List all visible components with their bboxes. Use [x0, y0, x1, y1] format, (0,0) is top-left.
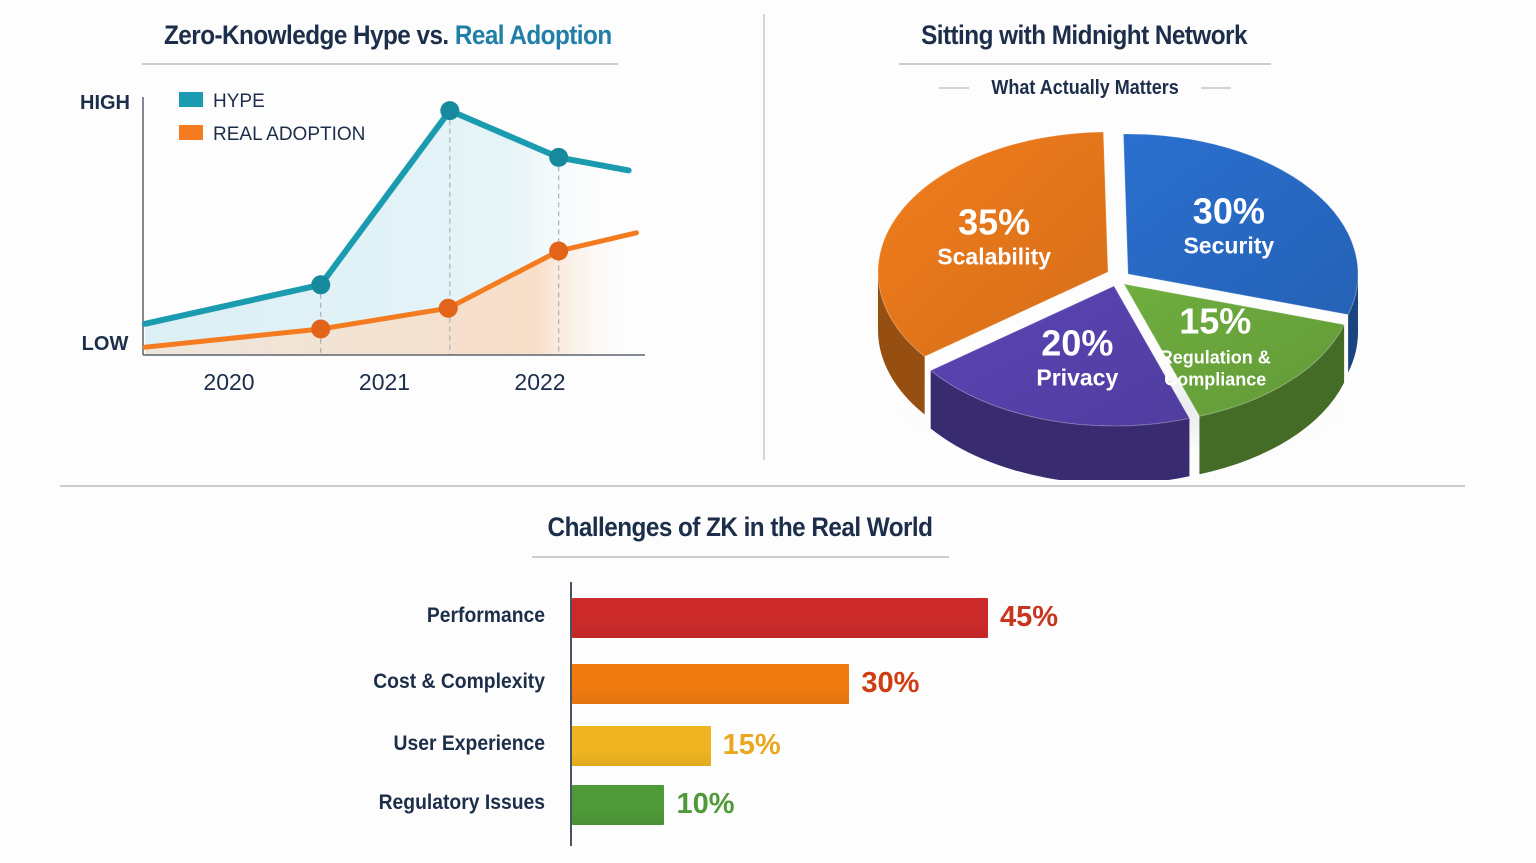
- pie-side-security: [1348, 274, 1358, 373]
- bar: [572, 598, 988, 638]
- legend-swatch-hype: [179, 92, 203, 107]
- line-chart-title-accent: Real Adoption: [454, 20, 612, 50]
- data-point-adoption: [311, 319, 331, 339]
- pie-value-scalability: 35%: [958, 201, 1030, 242]
- line-chart-title: Zero-Knowledge Hype vs. Real Adoption: [164, 20, 612, 51]
- bar-category-label: Regulatory Issues: [378, 791, 545, 814]
- bar: [572, 785, 665, 825]
- pie-value-regulation-compliance: 15%: [1179, 300, 1251, 341]
- bar-chart-title: Challenges of ZK in the Real World: [547, 512, 933, 542]
- pie-label-regulation-compliance: Compliance: [1164, 369, 1266, 389]
- pie-chart-title: Sitting with Midnight Network: [921, 20, 1247, 50]
- bar-axis: [570, 582, 572, 846]
- bar-category-label: Performance: [426, 604, 545, 627]
- data-point-hype: [311, 275, 331, 295]
- y-tick-label-high: HIGH: [80, 92, 130, 114]
- x-tick-label: 2020: [203, 369, 254, 395]
- line-chart-title-main: Zero-Knowledge Hype vs.: [164, 20, 449, 50]
- pie-value-privacy: 20%: [1041, 323, 1113, 364]
- pie-label-security: Security: [1183, 233, 1274, 259]
- pie-slice-regulation-compliance: [1123, 283, 1345, 417]
- pie-chart-subtitle: What Actually Matters: [991, 76, 1179, 99]
- bar-chart-title-underline: [532, 556, 949, 558]
- data-point-hype: [440, 101, 460, 121]
- subtitle-dash-left: [938, 87, 969, 89]
- bar: [572, 726, 711, 766]
- pie-side-scalability: [878, 272, 925, 415]
- data-point-hype: [549, 147, 569, 167]
- pie-slice-scalability: [877, 131, 1109, 358]
- pie-label-regulation-compliance: Regulation &: [1160, 347, 1271, 367]
- horizontal-divider: [60, 485, 1465, 487]
- bar-value-label: 10%: [676, 788, 735, 820]
- pie-subtitle-row: What Actually Matters: [930, 74, 1240, 102]
- pie-side-privacy: [930, 370, 1190, 480]
- x-tick-label: 2021: [359, 369, 410, 395]
- pie-value-security: 30%: [1193, 191, 1265, 232]
- pie-slice-privacy: [929, 285, 1191, 427]
- bar: [572, 664, 850, 704]
- bar-value-label: 45%: [1000, 601, 1059, 633]
- y-tick-label-low: LOW: [82, 333, 129, 355]
- legend-swatch-adoption: [179, 125, 203, 140]
- area-fill-adoption: [145, 232, 637, 355]
- pie-slice-security: [1122, 133, 1359, 316]
- line-chart: HIGH LOW 2020 2021 2022 HYPE REAL ADOPTION: [80, 91, 645, 395]
- bar-value-label: 30%: [861, 667, 920, 699]
- line-chart-title-underline: [142, 63, 618, 65]
- subtitle-dash-right: [1201, 87, 1232, 89]
- bar-value-label: 15%: [722, 729, 781, 761]
- pie-side-regulation-compliance: [1199, 324, 1345, 475]
- pie-label-privacy: Privacy: [1036, 365, 1118, 391]
- legend-label-adoption: REAL ADOPTION: [213, 124, 365, 145]
- vertical-divider: [763, 14, 765, 460]
- data-point-adoption: [549, 241, 569, 261]
- x-tick-label: 2022: [514, 369, 565, 395]
- bar-category-label: Cost & Complexity: [373, 670, 545, 693]
- pie-label-scalability: Scalability: [937, 243, 1051, 269]
- bar-category-label: User Experience: [393, 732, 545, 755]
- pie-chart: 30%Security 15% Regulation &Compliance 20%P…: [872, 131, 1372, 480]
- data-point-adoption: [438, 298, 458, 318]
- legend-label-hype: HYPE: [213, 91, 265, 112]
- pie-chart-title-underline: [899, 63, 1271, 65]
